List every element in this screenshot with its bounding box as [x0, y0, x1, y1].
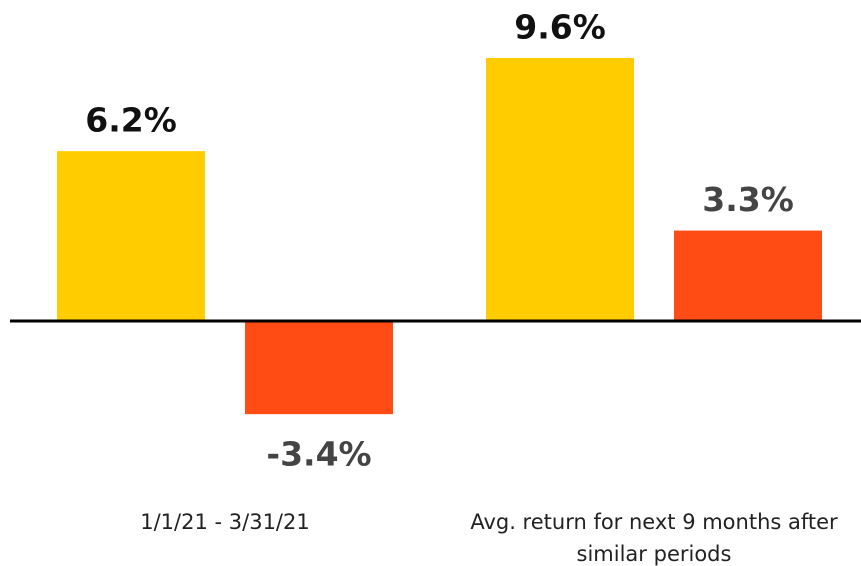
bar [674, 230, 822, 321]
value-label: 9.6% [514, 7, 606, 46]
bar [486, 57, 634, 322]
x-tick-label: 1/1/21 - 3/31/21 [140, 510, 310, 534]
value-label: -3.4% [266, 435, 371, 474]
value-label: 6.2% [85, 101, 177, 140]
bar [245, 321, 393, 415]
bar [57, 151, 205, 321]
value-label: 3.3% [702, 180, 794, 219]
x-tick-label: Avg. return for next 9 months after simi… [470, 510, 838, 566]
